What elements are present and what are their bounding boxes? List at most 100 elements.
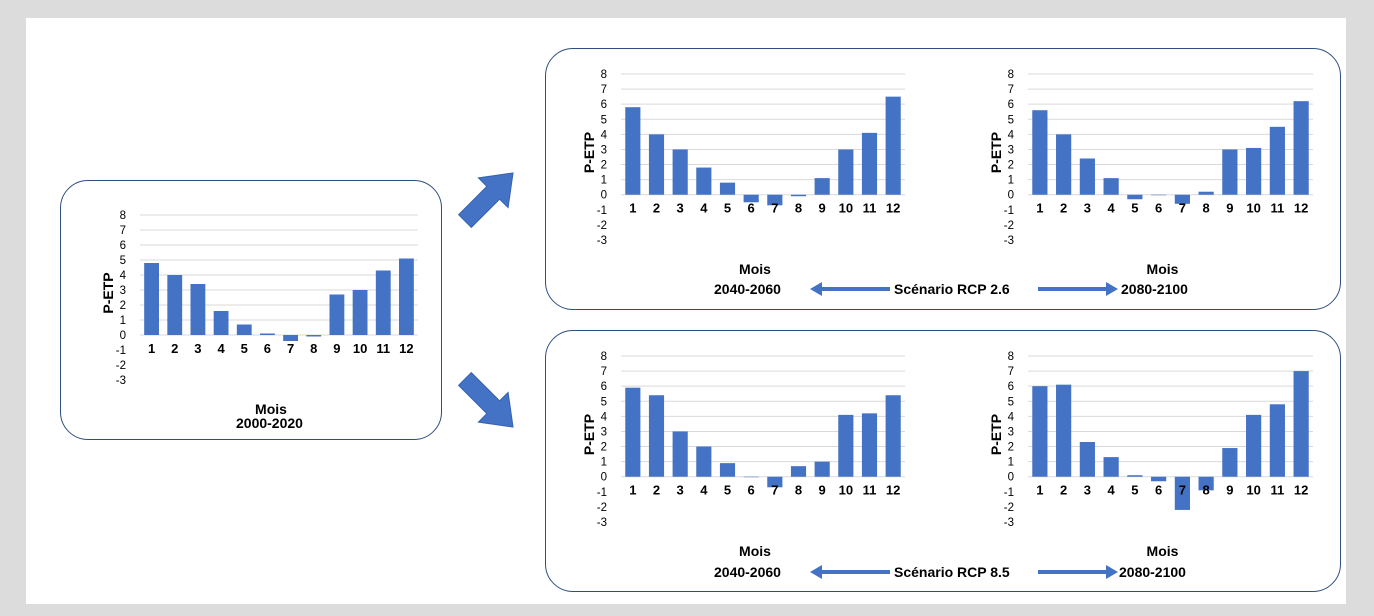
y-tick-label: 5: [601, 396, 607, 408]
bar-9: [1222, 448, 1238, 477]
bar-3: [672, 431, 688, 477]
y-tick-label: -3: [597, 235, 607, 247]
y-tick-label: 1: [1008, 175, 1014, 187]
arrow-down-right-icon: [457, 371, 514, 428]
x-tick-label: 5: [1131, 483, 1138, 498]
period-label-rcp26-left: 2040-2060: [714, 281, 781, 297]
y-tick-label: 2: [1008, 160, 1014, 172]
bar-12: [1293, 101, 1309, 195]
x-tick-label: 9: [819, 201, 826, 216]
x-tick-label: 4: [700, 483, 708, 498]
y-tick-label: 2: [601, 442, 607, 454]
y-tick-label: 3: [120, 285, 126, 297]
x-tick-label: 5: [724, 201, 731, 216]
x-tick-label: 4: [1108, 201, 1116, 216]
y-tick-label: -2: [116, 360, 126, 372]
y-tick-label: 6: [1008, 381, 1014, 393]
y-tick-label: 4: [120, 270, 127, 282]
y-axis-title: P-ETP: [581, 414, 597, 455]
y-tick-label: 0: [1008, 190, 1014, 202]
x-tick-label: 12: [1294, 201, 1308, 216]
x-tick-label: 3: [194, 341, 201, 356]
x-tick-label: 9: [1226, 201, 1233, 216]
x-tick-label: 3: [1084, 201, 1091, 216]
arrow-down-right-shape: [457, 371, 514, 428]
bar-3: [190, 284, 206, 335]
bar-7: [283, 335, 298, 341]
x-tick-label: 1: [629, 201, 636, 216]
bar-11: [861, 413, 878, 477]
bar-1: [144, 263, 159, 335]
y-tick-label: 4: [601, 411, 608, 423]
x-tick-label: 11: [1271, 201, 1285, 216]
scenario-label-rcp26: Scénario RCP 2.6: [894, 281, 1010, 297]
y-tick-label: 5: [1008, 114, 1014, 126]
y-tick-label: 8: [1008, 351, 1014, 363]
y-tick-label: 4: [601, 129, 608, 141]
arrow-right-rcp26-icon: [1038, 282, 1118, 296]
y-tick-label: 1: [601, 457, 607, 469]
x-tick-label: 7: [771, 483, 778, 498]
y-tick-label: -2: [597, 220, 607, 232]
x-tick-label: 3: [1084, 483, 1091, 498]
arrow-up-right-icon: [457, 172, 514, 229]
y-tick-label: 4: [1008, 411, 1015, 423]
y-tick-label: -1: [1004, 205, 1014, 217]
y-tick-label: 0: [1008, 472, 1014, 484]
x-tick-label: 10: [839, 483, 853, 498]
bar-10: [838, 414, 854, 477]
bar-5: [719, 182, 736, 195]
x-tick-label: 10: [353, 341, 367, 356]
x-tick-label: 11: [376, 341, 390, 356]
x-tick-label: 1: [629, 483, 636, 498]
bar-10: [1246, 147, 1262, 195]
y-axis-title: P-ETP: [988, 414, 1004, 455]
y-tick-label: 8: [601, 69, 607, 81]
bar-1: [625, 107, 641, 195]
x-tick-label: 8: [310, 341, 317, 356]
y-tick-label: -2: [1004, 220, 1014, 232]
arrow-up-right-shape: [457, 172, 514, 229]
bar-6: [1151, 194, 1167, 196]
x-tick-label: 5: [724, 483, 731, 498]
scenario-label-rcp85: Scénario RCP 8.5: [894, 564, 1010, 580]
x-tick-label: 10: [839, 201, 853, 216]
x-tick-label: 6: [264, 341, 271, 356]
y-tick-label: 8: [601, 351, 607, 363]
bar-6: [1151, 476, 1167, 482]
bar-5: [1127, 194, 1143, 200]
bar-6: [260, 333, 275, 335]
bar-12: [399, 258, 414, 335]
x-axis-title: Mois: [739, 543, 771, 559]
x-tick-label: 6: [1155, 201, 1162, 216]
x-tick-label: 11: [1271, 483, 1285, 498]
y-tick-label: -3: [1004, 517, 1014, 529]
y-tick-label: 2: [601, 160, 607, 172]
x-axis-title: Mois: [739, 261, 771, 277]
y-tick-label: 3: [1008, 426, 1014, 438]
bar-4: [696, 446, 712, 477]
y-tick-label: 5: [120, 255, 126, 267]
bar-9: [329, 294, 345, 335]
y-tick-label: -2: [1004, 502, 1014, 514]
x-axis-title: Mois: [255, 401, 287, 417]
bar-3: [672, 149, 688, 195]
y-tick-label: 6: [120, 240, 126, 252]
x-tick-label: 9: [1226, 483, 1233, 498]
y-tick-label: 8: [1008, 69, 1014, 81]
y-tick-label: 0: [120, 330, 126, 342]
y-tick-label: 3: [601, 144, 607, 156]
period-label-rcp26-right: 2080-2100: [1121, 281, 1188, 297]
bar-3: [1079, 158, 1095, 195]
y-tick-label: -3: [116, 375, 126, 387]
bar-9: [814, 461, 830, 477]
x-tick-label: 1: [148, 341, 155, 356]
y-tick-label: -1: [597, 205, 607, 217]
bar-2: [648, 395, 665, 477]
x-tick-label: 4: [1108, 483, 1116, 498]
x-tick-label: 5: [241, 341, 248, 356]
x-tick-label: 7: [287, 341, 294, 356]
x-tick-label: 9: [819, 483, 826, 498]
